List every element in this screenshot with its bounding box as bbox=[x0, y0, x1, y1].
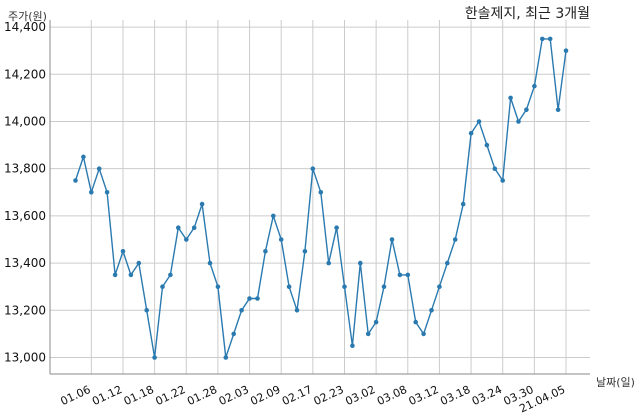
data-point bbox=[231, 331, 236, 337]
data-point bbox=[445, 260, 450, 266]
x-tick-label: 01.06 bbox=[59, 383, 93, 408]
series-line bbox=[74, 38, 567, 358]
data-point bbox=[81, 154, 86, 160]
data-point bbox=[104, 190, 110, 195]
x-tick-label: 03.08 bbox=[375, 383, 409, 408]
horizontal-gridlines bbox=[50, 26, 590, 358]
x-axis-label: 날짜(일) bbox=[596, 375, 635, 389]
data-point bbox=[302, 249, 308, 254]
y-tick-label: 13,800 bbox=[4, 162, 46, 176]
data-point bbox=[199, 201, 205, 207]
data-point bbox=[350, 343, 355, 349]
data-point bbox=[373, 319, 379, 325]
data-point bbox=[112, 272, 118, 278]
data-point bbox=[176, 225, 181, 230]
data-point bbox=[468, 131, 474, 136]
price-series bbox=[73, 36, 569, 360]
y-tick-label: 14,200 bbox=[4, 67, 46, 81]
y-axis-label: 주가(원) bbox=[8, 10, 47, 23]
y-tick-label: 13,400 bbox=[4, 256, 46, 270]
y-tick-label: 13,600 bbox=[4, 209, 46, 223]
data-point bbox=[524, 107, 529, 112]
data-point bbox=[500, 178, 506, 183]
data-point bbox=[413, 319, 419, 325]
y-tick-label: 13,000 bbox=[4, 350, 46, 364]
data-point bbox=[255, 296, 260, 301]
y-tick-labels: 13,000 13,200 13,400 13,600 13,800 14,000 14,2… bbox=[4, 20, 46, 364]
data-point bbox=[555, 107, 561, 112]
x-tick-label: 01.18 bbox=[122, 383, 156, 408]
x-tick-label: 03.24 bbox=[470, 383, 504, 408]
y-tick-label: 14,000 bbox=[4, 114, 46, 128]
data-point bbox=[318, 190, 324, 195]
data-point bbox=[563, 48, 569, 53]
data-point bbox=[271, 213, 276, 219]
x-tick-labels: 01.0601.1201.1801.2201.2802.0302.0902.17… bbox=[59, 383, 568, 414]
data-point bbox=[540, 36, 545, 42]
data-point bbox=[532, 83, 537, 89]
data-point bbox=[460, 201, 466, 207]
data-point bbox=[381, 284, 387, 290]
y-tick-label: 14,400 bbox=[4, 20, 46, 34]
data-point bbox=[476, 119, 482, 124]
x-tick-label: 03.02 bbox=[343, 383, 377, 408]
x-tick-label: 01.28 bbox=[185, 383, 219, 408]
data-point bbox=[239, 308, 244, 313]
data-point bbox=[334, 225, 339, 230]
data-point bbox=[191, 225, 197, 230]
data-point bbox=[492, 166, 498, 171]
data-point bbox=[310, 166, 316, 171]
data-point bbox=[484, 142, 490, 148]
data-point bbox=[263, 249, 268, 254]
x-tick-label: 03.12 bbox=[407, 383, 441, 408]
data-point bbox=[144, 308, 149, 313]
data-point bbox=[168, 272, 173, 278]
data-point bbox=[184, 237, 189, 242]
data-point bbox=[429, 308, 434, 313]
data-point bbox=[358, 260, 363, 266]
x-tick-label: 02.03 bbox=[217, 383, 251, 408]
data-point bbox=[160, 284, 165, 290]
x-tick-label: 01.22 bbox=[153, 383, 187, 408]
data-point bbox=[389, 237, 395, 242]
data-point bbox=[437, 284, 442, 290]
chart-title: 한솔제지, 최근 3개월 bbox=[465, 6, 590, 22]
x-tick-label: 01.12 bbox=[90, 383, 124, 408]
vertical-gridlines bbox=[90, 20, 567, 374]
data-point bbox=[286, 284, 292, 290]
x-tick-label: 02.09 bbox=[248, 383, 282, 408]
data-point bbox=[223, 355, 229, 360]
x-tick-label: 02.17 bbox=[280, 383, 314, 408]
data-point bbox=[207, 260, 213, 266]
data-point bbox=[547, 36, 553, 42]
data-point bbox=[294, 308, 300, 313]
data-point bbox=[89, 190, 94, 195]
data-point bbox=[405, 272, 411, 278]
data-point bbox=[120, 249, 126, 254]
y-tick-label: 13,200 bbox=[4, 303, 46, 317]
data-point bbox=[73, 178, 78, 183]
data-point bbox=[128, 272, 134, 278]
data-point bbox=[278, 237, 284, 242]
data-point bbox=[452, 237, 458, 242]
data-point bbox=[421, 331, 426, 337]
data-point bbox=[397, 272, 403, 278]
data-point bbox=[365, 331, 371, 337]
data-point bbox=[516, 119, 521, 124]
data-point bbox=[326, 260, 332, 266]
x-tick-label: 02.23 bbox=[312, 383, 346, 408]
data-point bbox=[152, 355, 157, 360]
x-tick-label: 03.18 bbox=[438, 383, 472, 408]
data-point bbox=[136, 260, 142, 266]
data-point bbox=[215, 284, 221, 290]
data-point bbox=[96, 166, 102, 171]
data-point bbox=[508, 95, 513, 101]
data-point bbox=[247, 296, 252, 301]
data-point bbox=[342, 284, 347, 290]
